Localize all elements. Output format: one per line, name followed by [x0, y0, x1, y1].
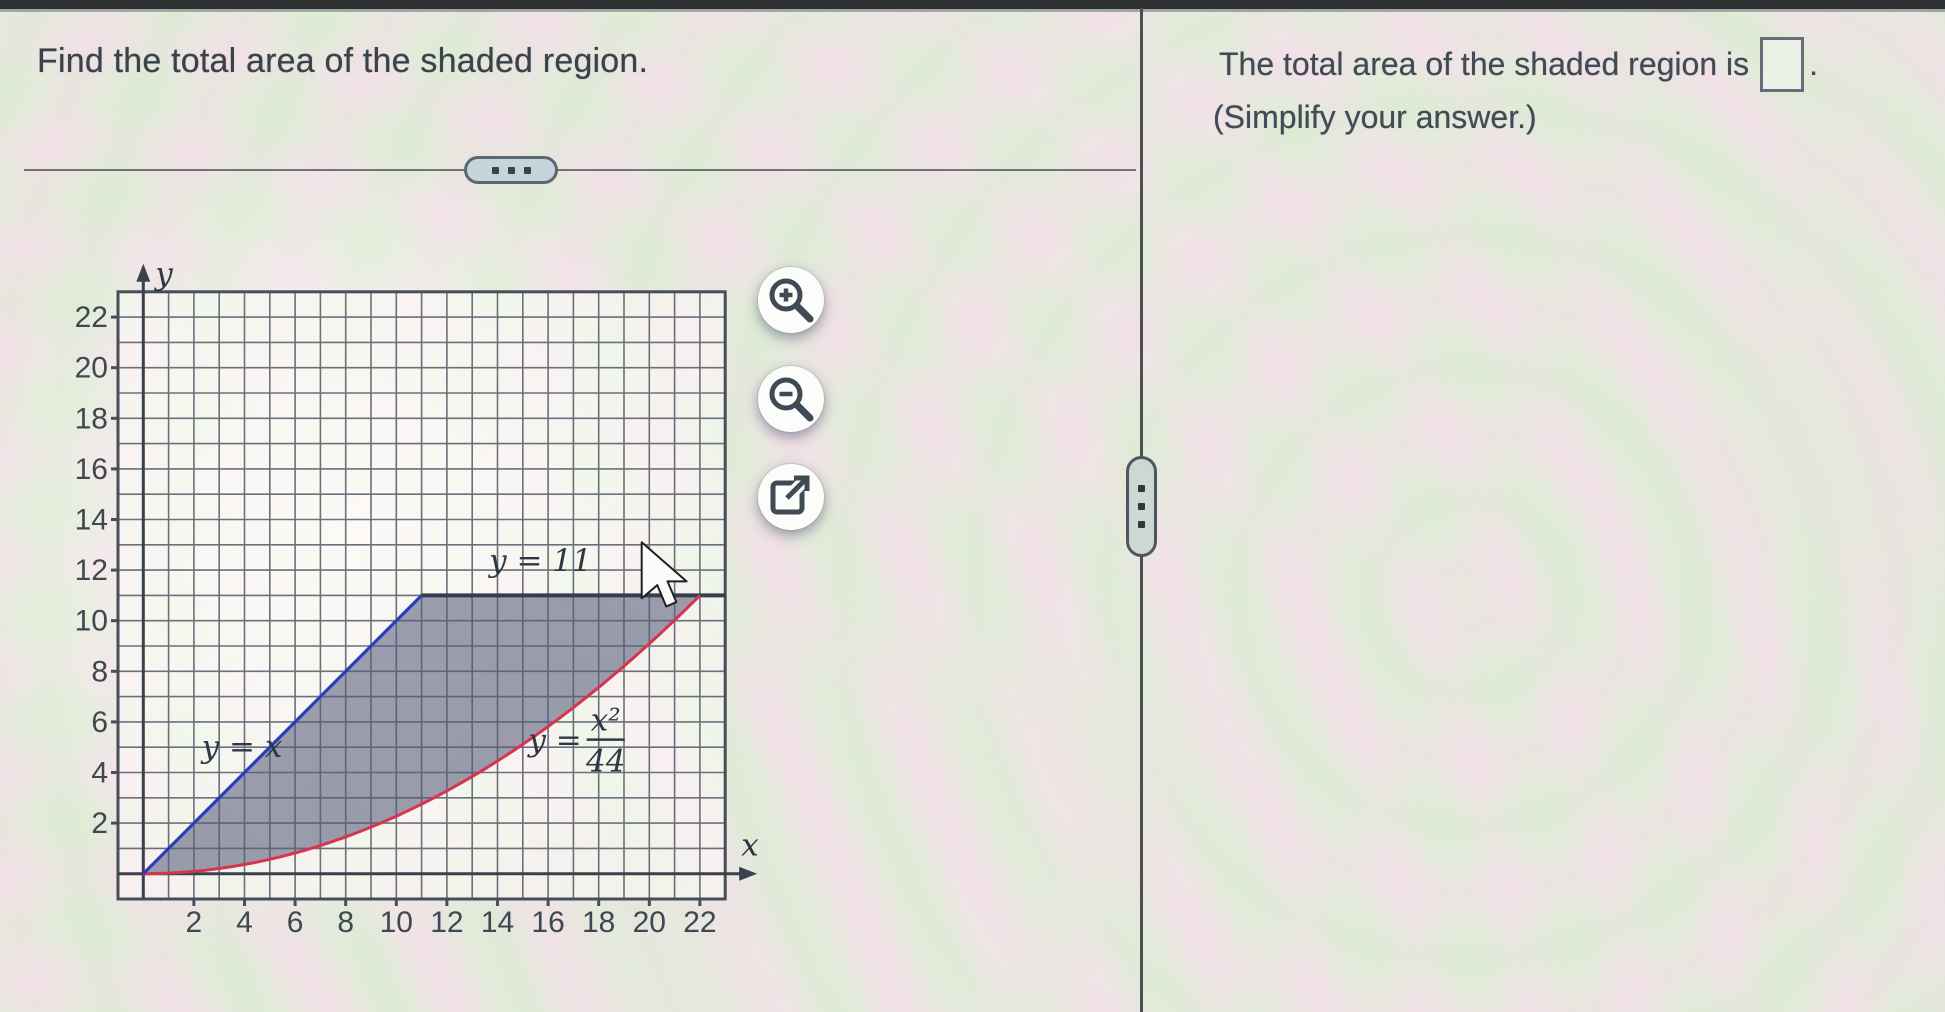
y-tick-label: 2	[91, 807, 108, 840]
section-divider-handle[interactable]	[464, 156, 558, 184]
question-text: Find the total area of the shaded region…	[37, 42, 649, 80]
answer-prompt: The total area of the shaded region is .	[1219, 33, 1818, 95]
y-tick-label: 16	[75, 453, 108, 486]
drag-dots-icon	[523, 166, 531, 174]
y-tick-label: 6	[91, 706, 108, 739]
mouse-cursor-icon	[640, 541, 688, 608]
open-graph-button[interactable]	[758, 464, 824, 530]
x-tick-label: 18	[582, 906, 615, 939]
zoom-out-button[interactable]	[758, 366, 824, 432]
shaded-region	[143, 595, 700, 874]
magnifier-minus-icon	[769, 377, 814, 422]
axes	[118, 273, 748, 899]
external-link-icon	[770, 474, 811, 515]
screen-top-edge	[0, 0, 1945, 9]
y-tick-label: 22	[75, 301, 108, 334]
x-tick-label: 16	[531, 906, 564, 939]
x-axis-arrow	[739, 866, 758, 881]
drag-dots-icon	[491, 166, 499, 174]
zoom-in-button[interactable]	[758, 267, 824, 333]
curve-y-equals-x2-over-44	[143, 594, 701, 876]
label-y-11: y = 11	[487, 543, 592, 579]
x-tick-label: 14	[481, 906, 514, 939]
x-tick-labels: 2 4 6 8 10 12 14 16 18 20 22	[186, 899, 717, 939]
label-y-x2-44: y = x² 44	[526, 703, 625, 780]
x-tick-label: 22	[683, 906, 716, 939]
fraction-denominator: 44	[585, 744, 625, 780]
answer-input-box[interactable]	[1760, 36, 1805, 92]
x-tick-label: 20	[633, 906, 666, 939]
function-graph: xy2 4 6 8 10 12 14 16 18 20 22246810121416182022y …	[75, 256, 760, 939]
section-divider	[24, 169, 1136, 171]
x-tick-label: 6	[287, 906, 304, 939]
fraction-numerator: x²	[591, 703, 621, 739]
line-y-equals-x	[142, 594, 423, 875]
x-tick-label: 4	[236, 906, 253, 939]
answer-prompt-text: The total area of the shaded region is	[1219, 45, 1750, 82]
y-tick-label: 10	[75, 605, 108, 638]
drag-dots-icon	[507, 166, 515, 174]
fraction-prefix: y =	[526, 723, 581, 759]
y-tick-label: 8	[91, 655, 108, 688]
answer-period: .	[1809, 45, 1819, 82]
y-tick-label: 14	[75, 504, 108, 537]
y-tick-label: 12	[75, 554, 108, 587]
label-y-x: y = x	[200, 729, 283, 765]
y-tick-label: 4	[91, 757, 108, 790]
simplify-instruction: (Simplify your answer.)	[1213, 99, 1537, 135]
y-tick-labels: 2 4 6 8 10 12 14 16 18 20 22	[75, 301, 118, 840]
x-tick-label: 2	[186, 906, 203, 939]
y-axis-label: y	[153, 256, 173, 292]
y-axis-arrow	[136, 263, 151, 282]
screen-top-edge-shadow	[0, 9, 1945, 12]
x-tick-label: 10	[380, 906, 413, 939]
x-axis-label: x	[741, 828, 759, 864]
drag-dots-icon	[1138, 503, 1145, 510]
panel-divider-handle[interactable]	[1126, 456, 1157, 557]
drag-dots-icon	[1138, 521, 1145, 528]
drag-dots-icon	[1138, 485, 1145, 492]
x-tick-label: 8	[337, 906, 354, 939]
y-tick-label: 20	[75, 352, 108, 385]
x-tick-label: 12	[430, 906, 463, 939]
y-tick-label: 18	[75, 402, 108, 435]
magnifier-plus-icon	[769, 278, 814, 323]
